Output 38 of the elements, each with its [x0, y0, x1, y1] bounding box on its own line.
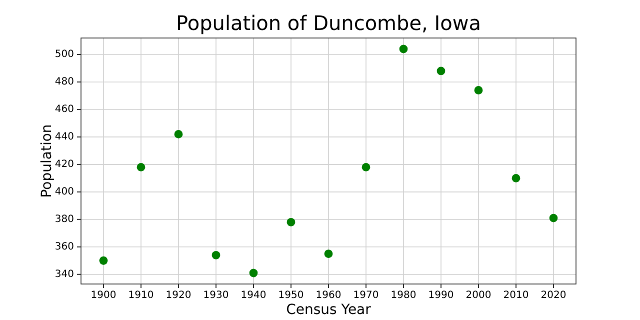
y-tick-label: 380 [54, 214, 74, 225]
y-tick-label: 420 [54, 158, 74, 170]
x-axis-title: Census Year [286, 302, 372, 318]
y-tick-label: 460 [54, 104, 74, 115]
y-tick-label: 480 [54, 76, 74, 88]
point [324, 250, 333, 258]
x-tick-label: 1910 [128, 290, 154, 301]
x-tick-label: 2000 [466, 290, 492, 301]
y-tick-label: 360 [54, 241, 74, 252]
x-tick-label: 1970 [353, 290, 379, 301]
y-tick-label: 440 [54, 131, 74, 142]
x-tick-label: 1960 [316, 290, 342, 301]
point [474, 86, 483, 94]
y-tick-label: 340 [54, 268, 74, 280]
x-tick-label: 1930 [203, 290, 229, 301]
point [399, 44, 408, 54]
x-tick-label: 1950 [278, 290, 304, 301]
point [362, 162, 370, 172]
y-tick-label: 500 [54, 48, 74, 60]
point [286, 218, 296, 226]
point [249, 268, 258, 278]
x-tick-label: 2010 [503, 290, 529, 301]
x-tick-label: 1900 [90, 290, 116, 301]
y-tick-label: 400 [54, 186, 74, 198]
point [212, 250, 220, 260]
x-tick-label: 1990 [428, 290, 454, 301]
point [174, 130, 183, 138]
chart-title: Population of Duncombe, Iowa [176, 11, 481, 35]
x-tick-label: 2020 [540, 290, 566, 301]
y-axis-title: Population [39, 124, 55, 198]
x-tick-label: 1920 [166, 290, 192, 301]
point [136, 162, 146, 172]
point [436, 66, 446, 76]
x-tick-label: 1980 [390, 290, 416, 301]
point [512, 174, 520, 182]
point [99, 256, 108, 265]
x-tick-label: 1940 [240, 290, 266, 301]
point [549, 214, 558, 222]
